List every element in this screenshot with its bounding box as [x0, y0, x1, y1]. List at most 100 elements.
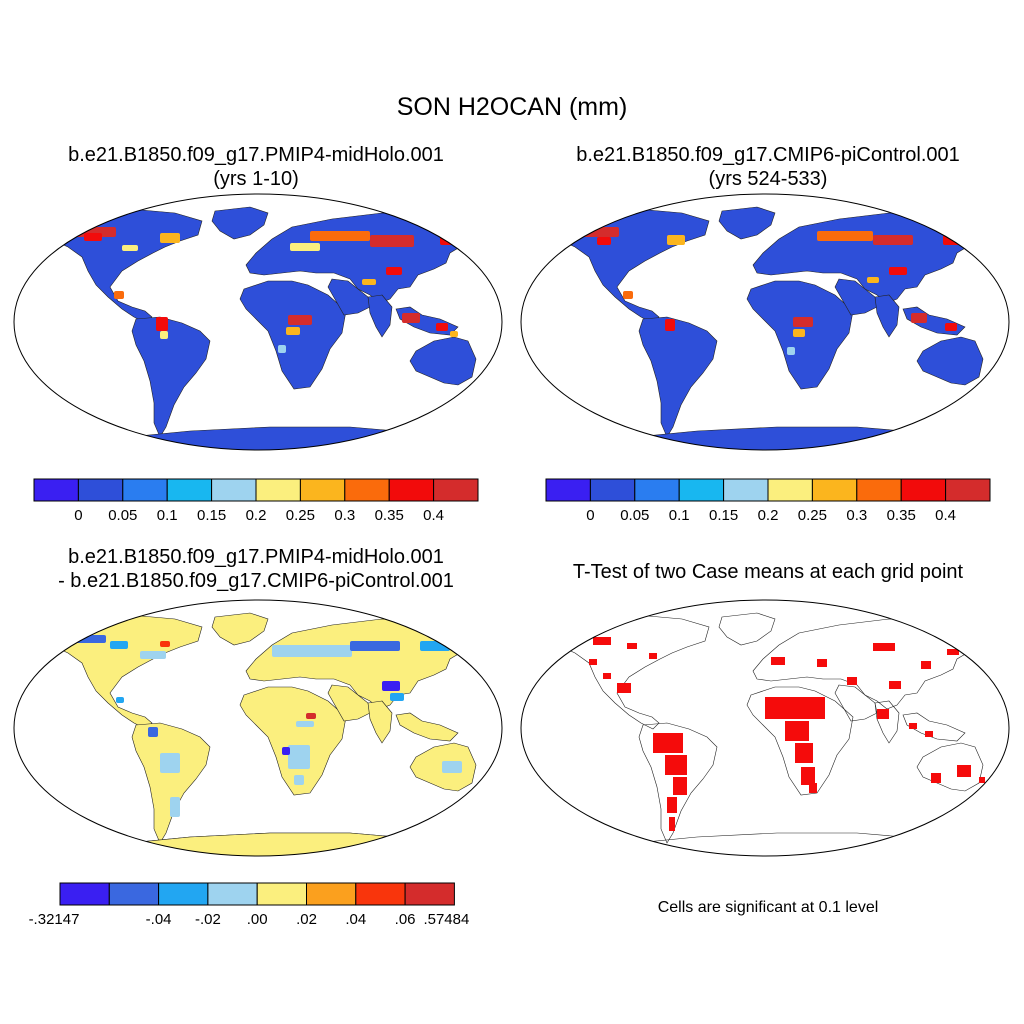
colorbar-tick-label: 0.15 [709, 507, 738, 524]
colorbar-box [158, 882, 209, 906]
field-patch [160, 233, 180, 243]
field-patch [370, 235, 414, 247]
landmass-na [49, 614, 203, 730]
field-patch [450, 331, 458, 337]
panel-title-difference: b.e21.B1850.f09_g17.PMIP4-midHolo.001 - … [0, 545, 512, 593]
colorbar-picontrol: 0 0.05 0.1 0.15 0.2 0.25 0.3 0.35 0.4 [545, 478, 991, 524]
colorbar-box [108, 882, 160, 906]
colorbar-box [33, 478, 79, 502]
field-patch [160, 753, 180, 773]
field-patch [889, 267, 907, 275]
field-patch [442, 761, 462, 773]
landmass-ai [395, 712, 459, 742]
field-patch [310, 231, 370, 241]
colorbar-box [77, 478, 124, 502]
field-patch [272, 645, 352, 657]
field-patch [362, 279, 376, 285]
field-patch [282, 747, 290, 755]
colorbar-tick-label: 0.35 [375, 507, 404, 524]
colorbar-box [211, 478, 257, 502]
panel-title-difference-line2: - b.e21.B1850.f09_g17.CMIP6-piControl.00… [58, 570, 454, 592]
field-patch [288, 745, 310, 769]
colorbar-box [767, 478, 813, 502]
landmass-gr [211, 612, 269, 646]
significant-cell [593, 637, 611, 645]
panel-title-picontrol-line2: (yrs 524-533) [708, 168, 828, 190]
field-patch [787, 347, 795, 355]
panel-title-midholo-line1: b.e21.B1850.f09_g17.PMIP4-midHolo.001 [68, 144, 444, 166]
field-patch [945, 323, 957, 331]
field-patch [306, 713, 316, 719]
colorbar-tick-label: 0.05 [108, 507, 137, 524]
map-border [13, 599, 503, 857]
map-border [520, 193, 1010, 451]
significant-cell [817, 659, 827, 667]
field-patch [402, 313, 420, 323]
landmass-au [409, 336, 477, 386]
colorbar-tick-label: .04 [345, 911, 366, 928]
field-patch [116, 697, 124, 703]
colorbar-tick-label: 0.1 [157, 507, 178, 524]
field-patch [76, 635, 106, 643]
landmass-gr [211, 206, 269, 240]
colorbar-tick-label: 0.4 [935, 507, 956, 524]
panel-title-midholo: b.e21.B1850.f09_g17.PMIP4-midHolo.001 (y… [0, 143, 512, 191]
panel-title-ttest-line1: T-Test of two Case means at each grid po… [572, 561, 964, 583]
landmass-eu [245, 212, 481, 304]
field-patch [156, 317, 168, 331]
colorbar-difference: -.32147 -.04 -.02 .00 .02 .04 .06 .57484 [29, 882, 469, 928]
colorbar-midholo: 0 0.05 0.1 0.15 0.2 0.25 0.3 0.35 0.4 [33, 478, 479, 524]
field-patch [943, 235, 969, 245]
field-patch [386, 267, 402, 275]
field-patch [873, 235, 913, 245]
landmass-gr [718, 206, 776, 240]
field-patch [160, 331, 168, 339]
colorbar-box [589, 478, 636, 502]
map-midholo [13, 193, 503, 451]
field-patch [278, 345, 286, 353]
field-patch [288, 315, 312, 325]
significant-cell [909, 723, 917, 729]
landmass-sa [638, 316, 718, 438]
colorbar-box [299, 478, 346, 502]
significant-cell [795, 743, 813, 763]
landmass-ar [834, 684, 878, 722]
colorbar-box [388, 478, 435, 502]
field-patch [597, 237, 611, 245]
panel-title-midholo-line2: (yrs 1-10) [213, 168, 299, 190]
colorbar-box [678, 478, 725, 502]
significant-cell [627, 643, 637, 649]
landmass-eu [752, 618, 988, 710]
landmass-in [367, 294, 393, 338]
colorbar-tick-label: 0.3 [846, 507, 867, 524]
colorbar-tick-label: 0.15 [197, 507, 226, 524]
landmass-sa [131, 722, 211, 844]
field-patch [286, 327, 300, 335]
landmass-au [916, 336, 984, 386]
field-patch [665, 319, 675, 331]
field-patch [436, 323, 448, 331]
landmass-eu [752, 212, 988, 304]
field-patch [110, 641, 128, 649]
landmass-na [556, 614, 710, 730]
landmass-in [367, 700, 393, 744]
landmass-af [746, 686, 854, 796]
field-patch [84, 233, 102, 241]
map-ttest [520, 599, 1010, 857]
colorbar-box [255, 478, 301, 502]
field-patch [623, 291, 633, 299]
colorbar-tick-label: -.04 [146, 911, 172, 928]
significant-cell [873, 643, 895, 651]
colorbar-tick-label: -.02 [195, 911, 221, 928]
landmass-sa [638, 722, 718, 844]
field-patch [122, 245, 138, 251]
significant-cell [603, 673, 611, 679]
landmass-gr [718, 612, 776, 646]
significant-cell [785, 721, 809, 741]
significant-cell [931, 773, 941, 783]
colorbar-box [900, 478, 947, 502]
panel-title-picontrol: b.e21.B1850.f09_g17.CMIP6-piControl.001 … [512, 143, 1024, 191]
colorbar-tick-label: .57484 [423, 911, 469, 928]
colorbar-box [207, 882, 258, 906]
map-border [520, 599, 1010, 857]
